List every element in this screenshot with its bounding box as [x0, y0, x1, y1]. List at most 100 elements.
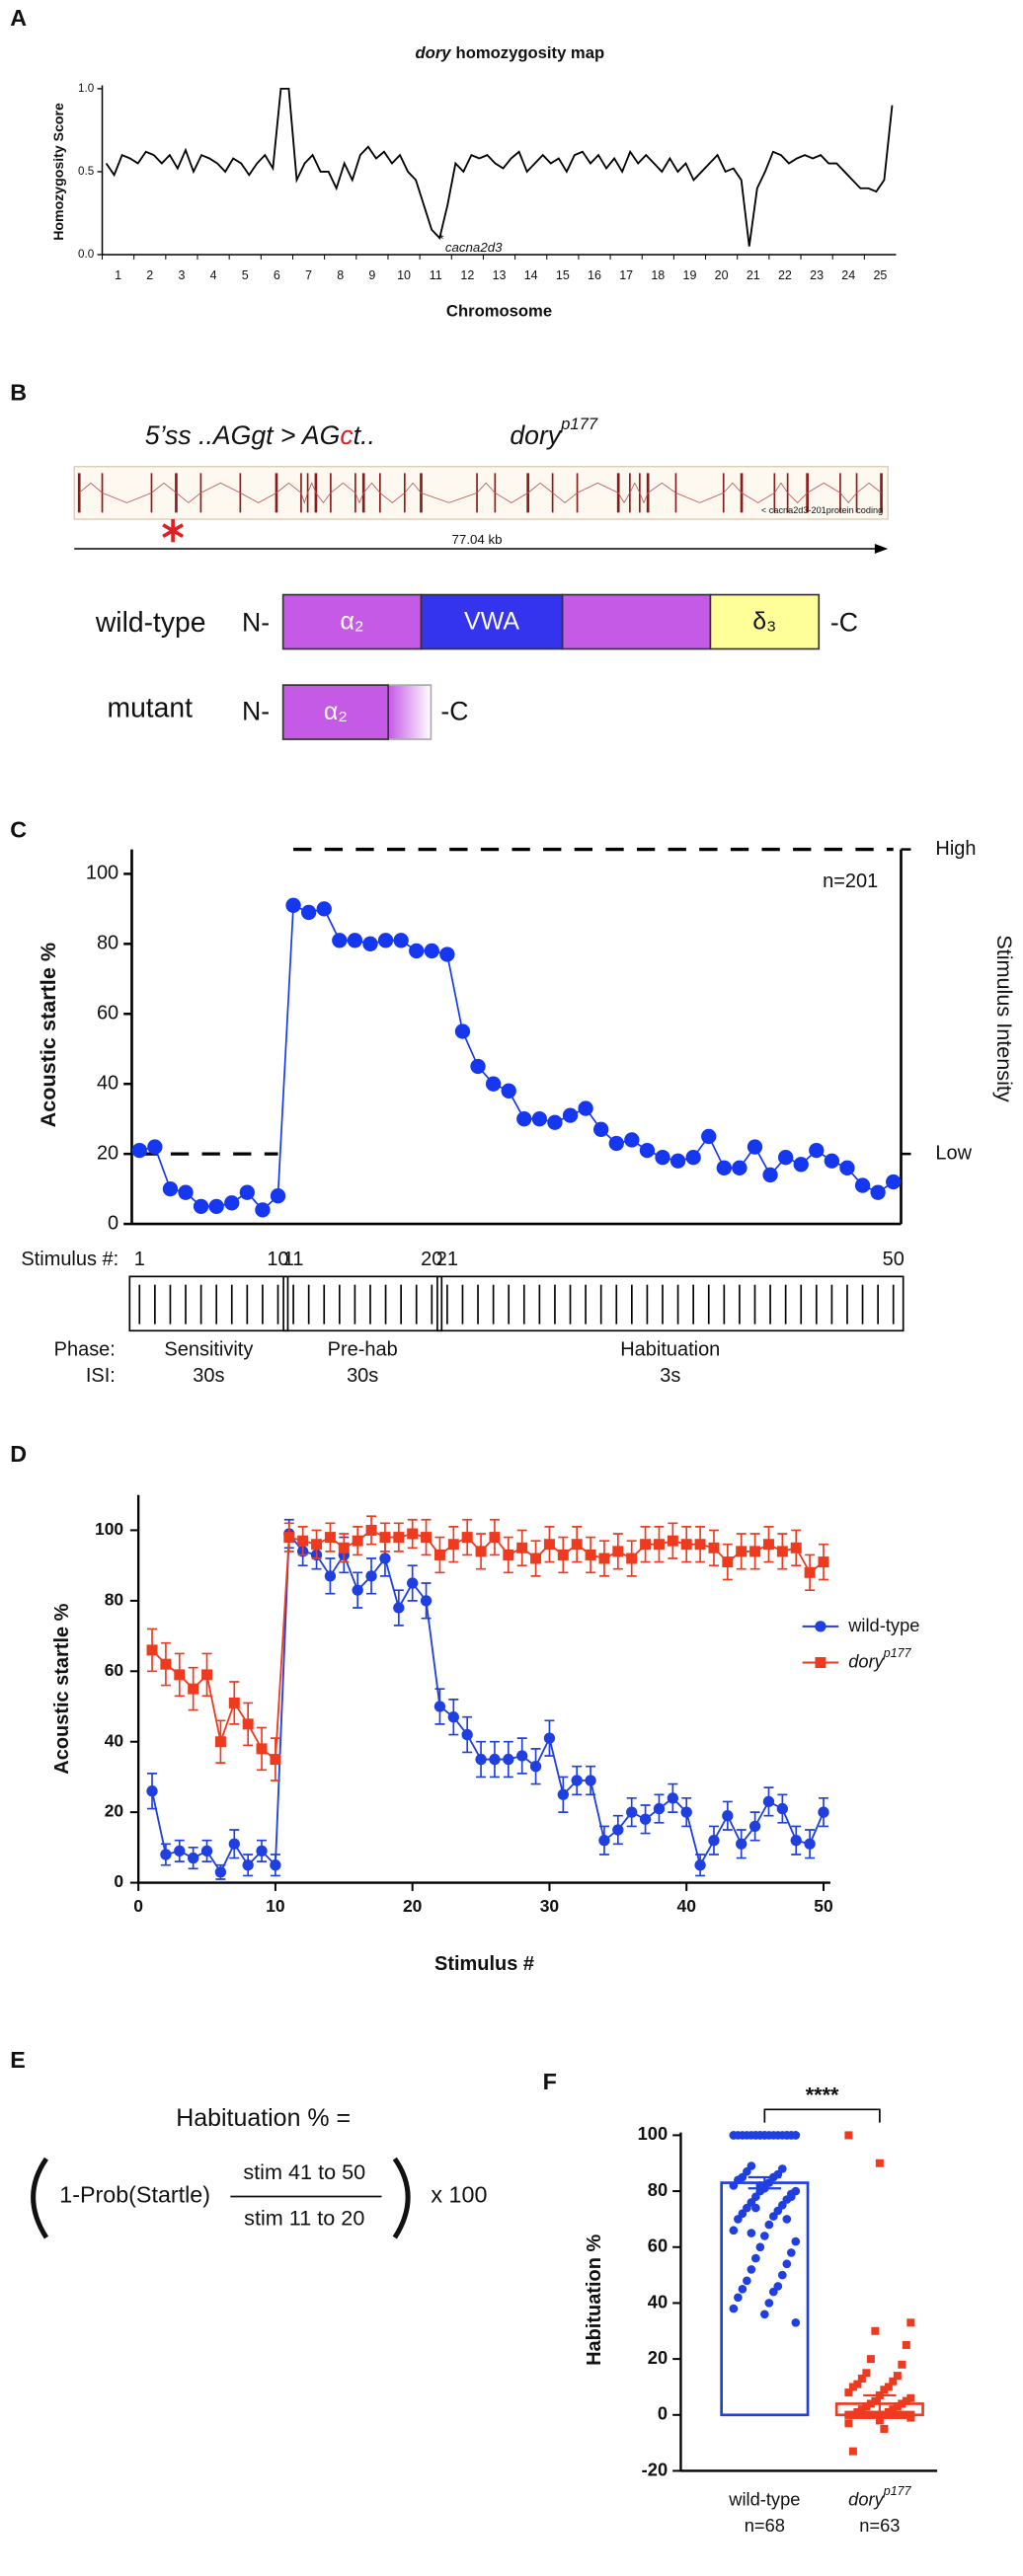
- formula-factor: x 100: [431, 2182, 487, 2208]
- startle-point: [285, 897, 301, 913]
- y-tick-label: 60: [105, 1660, 123, 1680]
- data-point: [871, 2410, 880, 2419]
- legend-label: doryp177: [848, 1646, 911, 1671]
- series-point: [694, 1539, 706, 1551]
- y-tick-label: 60: [648, 2235, 668, 2256]
- startle-point: [824, 1153, 840, 1169]
- data-point: [747, 2229, 756, 2237]
- data-point: [764, 2220, 774, 2230]
- domain: [420, 593, 564, 650]
- chart-title: dory homozygosity map: [416, 43, 605, 62]
- startle-point: [485, 1076, 502, 1092]
- data-point: [889, 2405, 898, 2414]
- data-point: [743, 2276, 751, 2286]
- allele-text: doryp177: [510, 416, 598, 450]
- startle-point: [270, 1188, 286, 1204]
- series-point: [516, 1750, 528, 1762]
- startle-point: [639, 1142, 656, 1159]
- series-point: [174, 1845, 186, 1857]
- y-tick-label: 40: [97, 1072, 118, 1094]
- data-point: [777, 2270, 787, 2280]
- x-tick-label: 10: [397, 268, 411, 282]
- series-point: [270, 1754, 281, 1766]
- series-point: [433, 1701, 446, 1712]
- data-point: [782, 2215, 792, 2224]
- data-point: [791, 2236, 801, 2246]
- series-point: [489, 1753, 501, 1766]
- series-point: [146, 1644, 158, 1656]
- y-tick-label: 40: [648, 2291, 668, 2311]
- phase-isi: 30s: [193, 1365, 224, 1387]
- data-point: [844, 2131, 853, 2140]
- series-point: [407, 1528, 419, 1540]
- startle-point: [332, 933, 348, 948]
- x-tick-label: 21: [747, 268, 760, 282]
- domain-label: α₂: [340, 607, 363, 635]
- gene-track: [73, 466, 889, 520]
- series-point: [256, 1743, 268, 1755]
- series-point: [365, 1570, 377, 1582]
- y-tick-label: 0.0: [78, 248, 95, 261]
- series-point: [639, 1813, 652, 1825]
- arrow-head: [874, 543, 889, 554]
- x-tick-label: 9: [368, 268, 375, 282]
- series-point: [447, 1711, 459, 1723]
- series-point: [200, 1845, 213, 1857]
- panel-label: A: [10, 5, 27, 31]
- truncation: [387, 684, 433, 740]
- panel-label: B: [10, 380, 27, 406]
- data-point: [786, 2248, 796, 2257]
- startle-point: [208, 1198, 224, 1215]
- series-point: [626, 1806, 638, 1818]
- domain: [709, 593, 821, 650]
- stimulus-number: 10: [267, 1249, 288, 1270]
- error-bar: [863, 2393, 897, 2414]
- startle-point: [793, 1157, 809, 1173]
- mutation-prefix: 5’ss ..AGgt > AG: [145, 420, 341, 450]
- series-point: [776, 1546, 788, 1557]
- n-label: n=68: [745, 2515, 785, 2536]
- significance-bracket: [763, 2108, 881, 2123]
- startle-point: [562, 1107, 579, 1123]
- series-point: [748, 1820, 761, 1833]
- startle-point: [393, 933, 409, 948]
- formula-num: stim 41 to 50: [243, 2159, 365, 2184]
- data-point: [866, 2399, 875, 2408]
- data-point: [747, 2265, 756, 2274]
- legend-name: wild-type: [847, 1615, 919, 1635]
- startle-point: [224, 1195, 240, 1211]
- startle-point: [301, 904, 317, 921]
- stimulus-number: 50: [883, 1249, 905, 1270]
- exons: [77, 473, 883, 513]
- data-point: [875, 2410, 884, 2419]
- x-axis-label: Stimulus #: [434, 1953, 534, 1975]
- data-point: [857, 2374, 866, 2383]
- y-tick-label: 100: [638, 2123, 669, 2144]
- x-axis-label: Chromosome: [446, 302, 552, 321]
- series-point: [379, 1532, 391, 1544]
- startle-point: [377, 933, 394, 948]
- startle-point: [624, 1132, 640, 1148]
- series-point: [160, 1849, 172, 1860]
- stimulus-label: Stimulus #:: [21, 1249, 118, 1270]
- series-point: [352, 1584, 363, 1596]
- startle-point: [131, 1142, 147, 1159]
- data-point: [902, 2410, 910, 2419]
- series-point: [433, 1549, 445, 1560]
- legend-marker: [815, 1657, 826, 1669]
- series-point: [242, 1718, 254, 1730]
- annotation: n=201: [823, 871, 878, 892]
- data-point: [898, 2399, 906, 2408]
- series-point: [585, 1775, 596, 1786]
- phase-name: Pre-hab: [328, 1339, 398, 1361]
- series-point: [749, 1546, 761, 1557]
- formula-prob: 1-Prob(Startle): [59, 2182, 210, 2208]
- series-point: [214, 1866, 227, 1878]
- startle-point: [762, 1167, 778, 1183]
- series-point: [571, 1539, 583, 1551]
- series-point: [708, 1835, 720, 1847]
- phase-isi: 30s: [347, 1365, 378, 1387]
- domain: [281, 684, 389, 740]
- series-point: [475, 1546, 487, 1557]
